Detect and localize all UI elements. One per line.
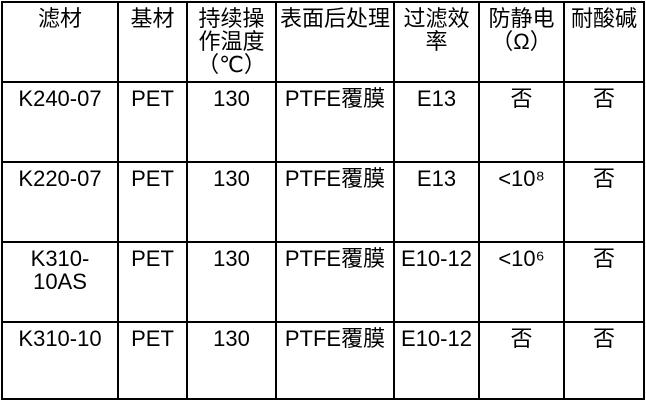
table-row: K220-07 PET 130 PTFE覆膜 E13 <10⁸ 否 — [1, 161, 645, 243]
cell-material-code: K310- 10AS — [1, 241, 119, 323]
cell-base-material: PET — [117, 241, 188, 323]
cell-operating-temperature: 130 — [186, 241, 277, 323]
table-row: K310-10 PET 130 PTFE覆膜 E10-12 否 否 — [1, 321, 645, 400]
col-header-acid-alkali-resistance: 耐酸碱 — [563, 1, 645, 83]
cell-acid-alkali-resistance: 否 — [563, 81, 645, 163]
cell-acid-alkali-resistance: 否 — [563, 161, 645, 243]
cell-material-code: K220-07 — [1, 161, 119, 243]
table-row: K240-07 PET 130 PTFE覆膜 E13 否 否 — [1, 81, 645, 163]
cell-filtration-efficiency: E10-12 — [393, 321, 480, 400]
cell-operating-temperature: 130 — [186, 321, 277, 400]
cell-material-code: K240-07 — [1, 81, 119, 163]
col-header-base-material: 基材 — [117, 1, 188, 83]
col-header-surface-treatment: 表面后处理 — [275, 1, 395, 83]
cell-base-material: PET — [117, 321, 188, 400]
cell-base-material: PET — [117, 161, 188, 243]
cell-material-code: K310-10 — [1, 321, 119, 400]
cell-surface-treatment: PTFE覆膜 — [275, 241, 395, 323]
cell-acid-alkali-resistance: 否 — [563, 241, 645, 323]
cell-filtration-efficiency: E13 — [393, 81, 480, 163]
cell-surface-treatment: PTFE覆膜 — [275, 161, 395, 243]
cell-surface-treatment: PTFE覆膜 — [275, 81, 395, 163]
cell-filtration-efficiency: E10-12 — [393, 241, 480, 323]
header-row: 滤材 基材 持续操 作温度 （℃） 表面后处理 过滤效 率 防静电 （Ω） 耐酸… — [1, 1, 645, 83]
cell-antistatic: <10⁶ — [478, 241, 565, 323]
table-row: K310- 10AS PET 130 PTFE覆膜 E10-12 <10⁶ 否 — [1, 241, 645, 323]
col-header-antistatic: 防静电 （Ω） — [478, 1, 565, 83]
cell-base-material: PET — [117, 81, 188, 163]
col-header-filter-material: 滤材 — [1, 1, 119, 83]
col-header-operating-temperature: 持续操 作温度 （℃） — [186, 1, 277, 83]
cell-surface-treatment: PTFE覆膜 — [275, 321, 395, 400]
cell-operating-temperature: 130 — [186, 161, 277, 243]
cell-antistatic: <10⁸ — [478, 161, 565, 243]
cell-filtration-efficiency: E13 — [393, 161, 480, 243]
col-header-filtration-efficiency: 过滤效 率 — [393, 1, 480, 83]
cell-acid-alkali-resistance: 否 — [563, 321, 645, 400]
cell-antistatic: 否 — [478, 321, 565, 400]
cell-antistatic: 否 — [478, 81, 565, 163]
cell-operating-temperature: 130 — [186, 81, 277, 163]
filter-spec-table: 滤材 基材 持续操 作温度 （℃） 表面后处理 过滤效 率 防静电 （Ω） 耐酸… — [1, 1, 645, 400]
